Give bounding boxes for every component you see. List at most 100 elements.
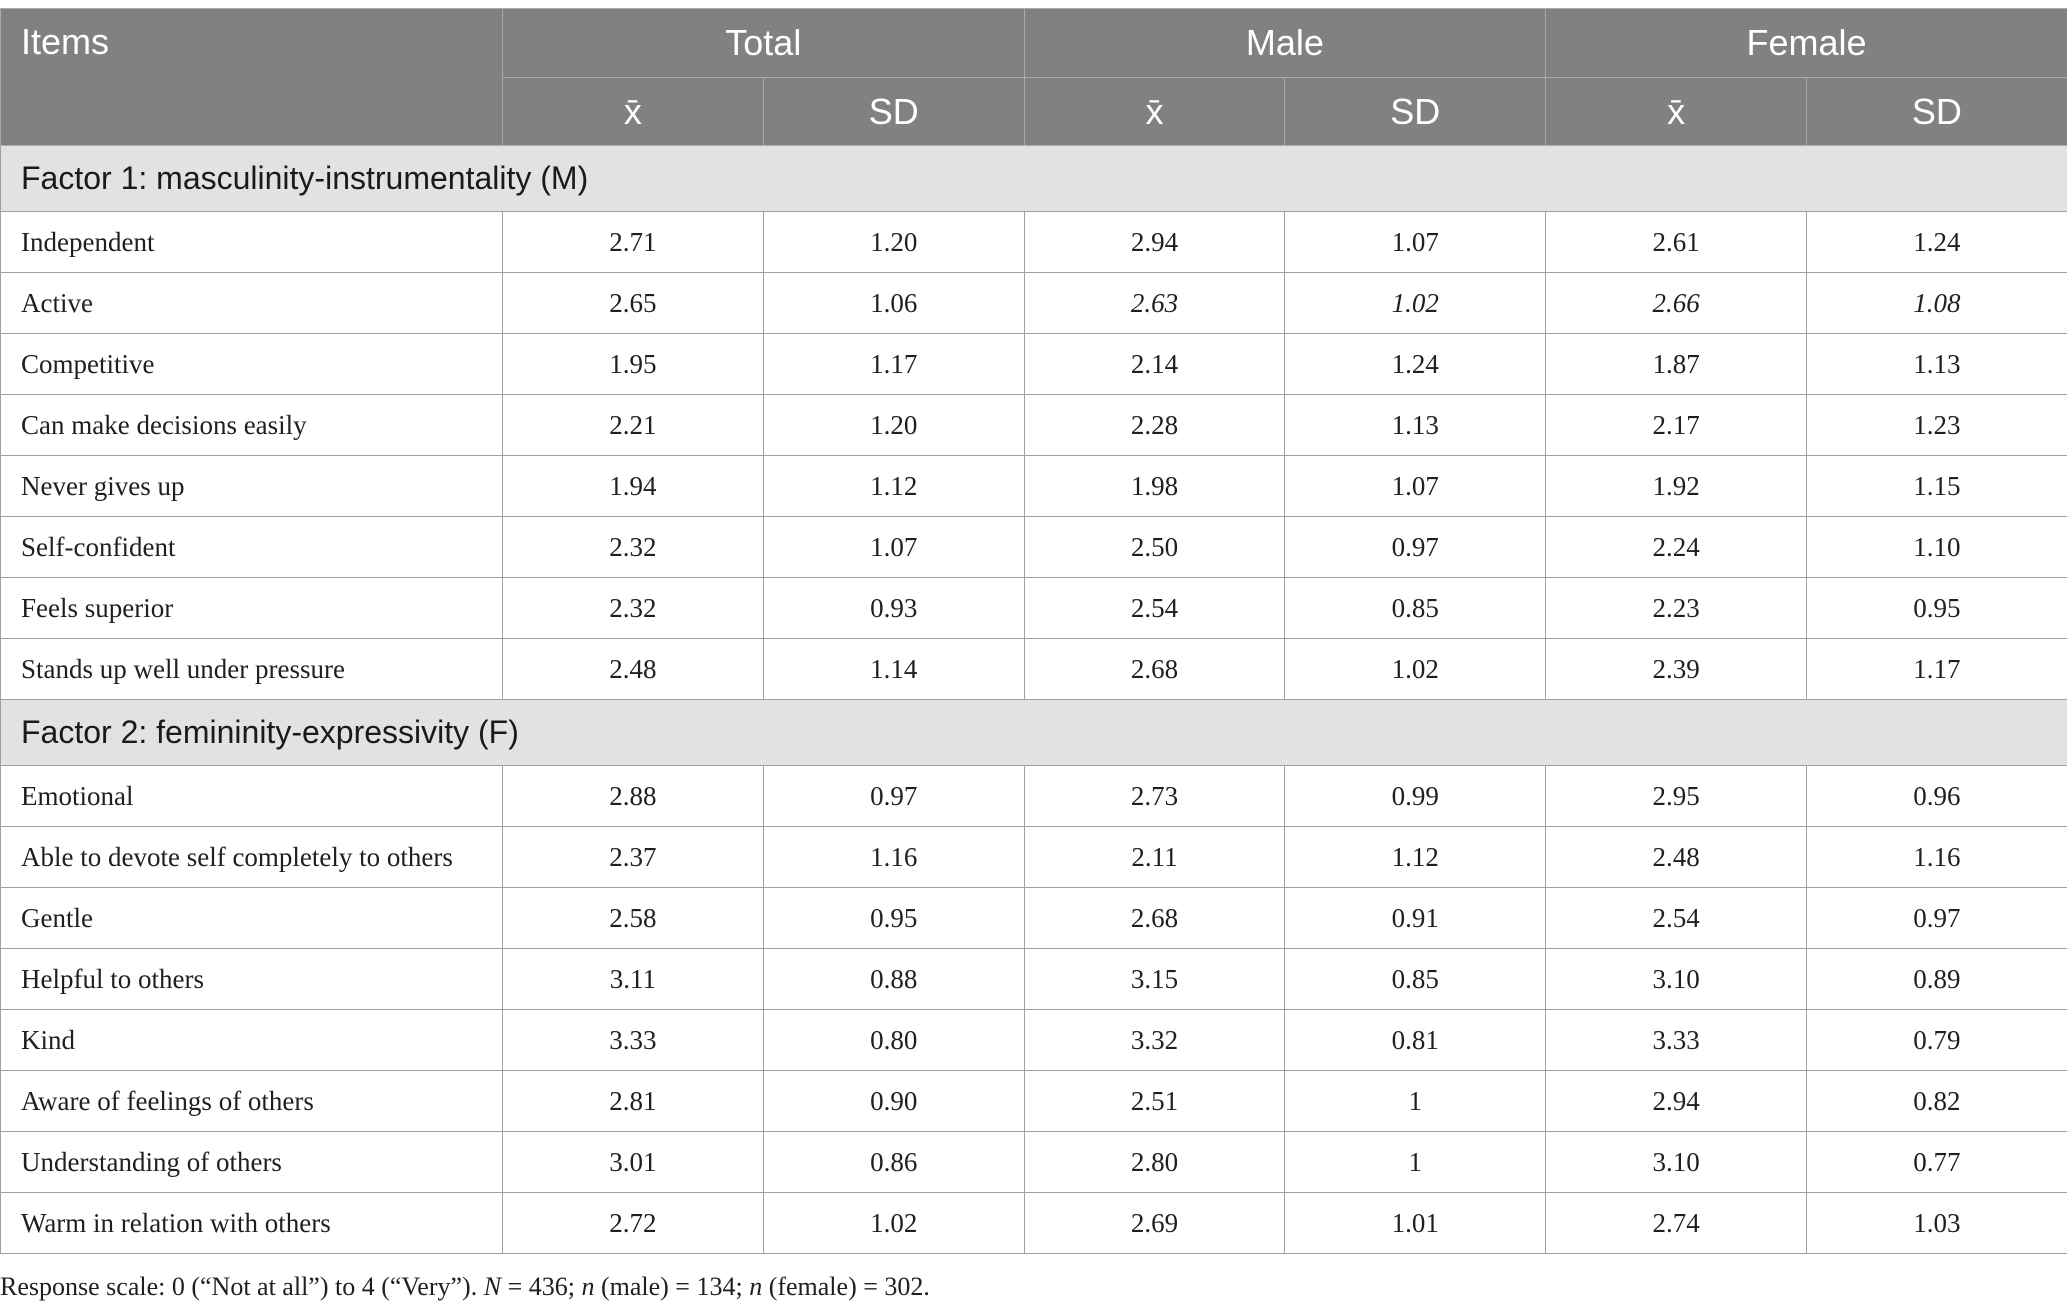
table-row: Can make decisions easily 2.21 1.20 2.28… xyxy=(0,394,2067,456)
cell-male-sd: 1.02 xyxy=(1284,638,1547,700)
table-row: Aware of feelings of others 2.81 0.90 2.… xyxy=(0,1070,2067,1132)
cell-male-sd: 1 xyxy=(1284,1131,1547,1193)
cell-female-mean: 2.61 xyxy=(1545,211,1807,273)
table-footnote: Response scale: 0 (“Not at all”) to 4 (“… xyxy=(0,1272,930,1302)
cell-total-sd: 1.07 xyxy=(762,516,1025,578)
header-row-stats: x̄ SD x̄ SD x̄ SD xyxy=(1,77,2067,146)
header-group-male: Male xyxy=(1023,8,1547,78)
cell-total-sd: 0.97 xyxy=(762,765,1025,827)
table-row: Competitive 1.95 1.17 2.14 1.24 1.87 1.1… xyxy=(0,333,2067,395)
cell-female-sd: 1.03 xyxy=(1806,1192,2067,1254)
cell-male-mean: 3.32 xyxy=(1023,1009,1286,1071)
header-sd: SD xyxy=(1284,77,1547,146)
cell-female-mean: 2.95 xyxy=(1545,765,1807,827)
header-sd: SD xyxy=(762,77,1025,146)
cell-male-sd: 1.01 xyxy=(1284,1192,1547,1254)
table-row: Emotional 2.88 0.97 2.73 0.99 2.95 0.96 xyxy=(0,765,2067,827)
cell-male-mean: 2.63 xyxy=(1023,272,1286,334)
cell-male-mean: 3.15 xyxy=(1023,948,1286,1010)
cell-male-sd: 0.85 xyxy=(1284,577,1547,639)
cell-total-sd: 1.14 xyxy=(762,638,1025,700)
factor-heading-row: Factor 1: masculinity-instrumentality (M… xyxy=(0,145,2067,212)
header-group-total: Total xyxy=(502,8,1025,78)
data-table-container: Items Total Male Female x̄ SD x̄ SD x̄ S… xyxy=(0,8,2067,1254)
row-label: Competitive xyxy=(0,333,503,395)
cell-total-mean: 2.72 xyxy=(502,1192,764,1254)
cell-female-sd: 1.08 xyxy=(1806,272,2067,334)
footnote-N-value: = 436; xyxy=(501,1272,582,1301)
cell-total-sd: 0.90 xyxy=(762,1070,1025,1132)
row-label: Can make decisions easily xyxy=(0,394,503,456)
cell-total-sd: 1.16 xyxy=(762,826,1025,888)
cell-female-mean: 2.48 xyxy=(1545,826,1807,888)
cell-total-mean: 2.32 xyxy=(502,516,764,578)
table-row: Never gives up 1.94 1.12 1.98 1.07 1.92 … xyxy=(0,455,2067,517)
table-row: Kind 3.33 0.80 3.32 0.81 3.33 0.79 xyxy=(0,1009,2067,1071)
table-row: Self-confident 2.32 1.07 2.50 0.97 2.24 … xyxy=(0,516,2067,578)
cell-total-mean: 3.33 xyxy=(502,1009,764,1071)
row-label: Warm in relation with others xyxy=(0,1192,503,1254)
cell-male-sd: 1 xyxy=(1284,1070,1547,1132)
cell-female-mean: 2.24 xyxy=(1545,516,1807,578)
cell-total-mean: 2.48 xyxy=(502,638,764,700)
cell-female-sd: 0.95 xyxy=(1806,577,2067,639)
cell-total-mean: 2.58 xyxy=(502,887,764,949)
cell-total-mean: 2.81 xyxy=(502,1070,764,1132)
cell-female-sd: 0.96 xyxy=(1806,765,2067,827)
row-label: Independent xyxy=(0,211,503,273)
cell-total-sd: 0.86 xyxy=(762,1131,1025,1193)
table-row: Warm in relation with others 2.72 1.02 2… xyxy=(0,1192,2067,1254)
cell-male-sd: 0.99 xyxy=(1284,765,1547,827)
cell-male-mean: 2.80 xyxy=(1023,1131,1286,1193)
cell-total-sd: 1.06 xyxy=(762,272,1025,334)
cell-total-sd: 0.95 xyxy=(762,887,1025,949)
cell-female-sd: 1.13 xyxy=(1806,333,2067,395)
cell-total-sd: 0.93 xyxy=(762,577,1025,639)
cell-female-mean: 2.94 xyxy=(1545,1070,1807,1132)
cell-female-mean: 2.66 xyxy=(1545,272,1807,334)
cell-total-mean: 2.65 xyxy=(502,272,764,334)
cell-female-mean: 1.92 xyxy=(1545,455,1807,517)
cell-female-sd: 0.82 xyxy=(1806,1070,2067,1132)
cell-male-mean: 2.68 xyxy=(1023,638,1286,700)
table-row: Understanding of others 3.01 0.86 2.80 1… xyxy=(0,1131,2067,1193)
row-label: Never gives up xyxy=(0,455,503,517)
factor-title: Factor 1: masculinity-instrumentality (M… xyxy=(0,145,2067,212)
cell-male-mean: 2.14 xyxy=(1023,333,1286,395)
cell-total-sd: 0.80 xyxy=(762,1009,1025,1071)
cell-male-mean: 2.94 xyxy=(1023,211,1286,273)
cell-female-sd: 0.89 xyxy=(1806,948,2067,1010)
row-label: Emotional xyxy=(0,765,503,827)
cell-male-sd: 0.97 xyxy=(1284,516,1547,578)
header-mean: x̄ xyxy=(1545,77,1807,146)
cell-male-sd: 1.13 xyxy=(1284,394,1547,456)
cell-male-sd: 0.91 xyxy=(1284,887,1547,949)
cell-male-sd: 1.07 xyxy=(1284,455,1547,517)
footnote-N-symbol: N xyxy=(483,1272,502,1301)
cell-female-sd: 1.17 xyxy=(1806,638,2067,700)
footnote-n-symbol: n xyxy=(749,1272,763,1301)
cell-male-mean: 2.51 xyxy=(1023,1070,1286,1132)
table-row: Stands up well under pressure 2.48 1.14 … xyxy=(0,638,2067,700)
cell-male-mean: 1.98 xyxy=(1023,455,1286,517)
cell-female-sd: 1.10 xyxy=(1806,516,2067,578)
cell-male-mean: 2.54 xyxy=(1023,577,1286,639)
cell-total-mean: 1.95 xyxy=(502,333,764,395)
cell-female-sd: 1.16 xyxy=(1806,826,2067,888)
cell-male-mean: 2.68 xyxy=(1023,887,1286,949)
cell-total-mean: 3.01 xyxy=(502,1131,764,1193)
cell-total-mean: 1.94 xyxy=(502,455,764,517)
cell-female-mean: 2.74 xyxy=(1545,1192,1807,1254)
table-row: Gentle 2.58 0.95 2.68 0.91 2.54 0.97 xyxy=(0,887,2067,949)
cell-male-sd: 1.12 xyxy=(1284,826,1547,888)
cell-total-mean: 2.32 xyxy=(502,577,764,639)
header-sd: SD xyxy=(1806,77,2067,146)
row-label: Able to devote self completely to others xyxy=(0,826,503,888)
cell-total-mean: 2.37 xyxy=(502,826,764,888)
cell-male-mean: 2.50 xyxy=(1023,516,1286,578)
table-row: Able to devote self completely to others… xyxy=(0,826,2067,888)
cell-male-sd: 0.81 xyxy=(1284,1009,1547,1071)
cell-male-mean: 2.73 xyxy=(1023,765,1286,827)
cell-male-mean: 2.11 xyxy=(1023,826,1286,888)
row-label: Feels superior xyxy=(0,577,503,639)
